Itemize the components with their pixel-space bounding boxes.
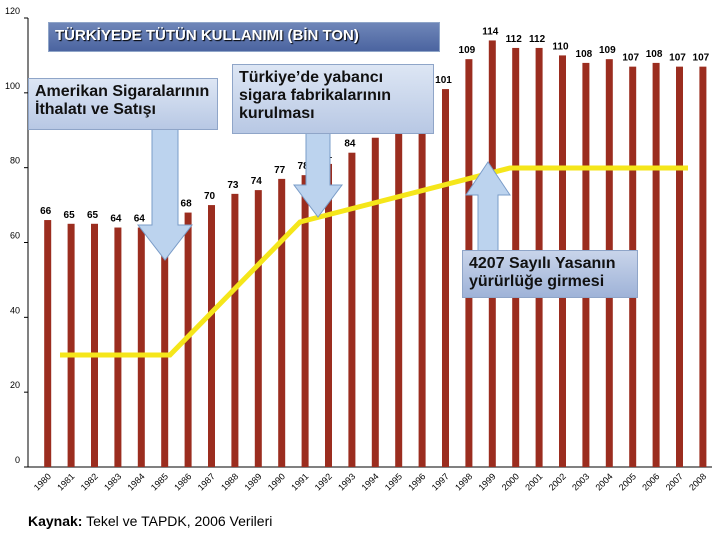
value-label: 108 xyxy=(576,49,593,60)
y-tick-label: 20 xyxy=(10,380,20,390)
x-tick-label: 1981 xyxy=(55,471,76,492)
y-tick-label: 0 xyxy=(15,455,20,465)
bar xyxy=(699,66,707,468)
x-tick-label: 1989 xyxy=(242,471,263,492)
x-tick-label: 1999 xyxy=(476,471,497,492)
bar xyxy=(325,163,332,468)
value-label: 101 xyxy=(435,75,452,86)
value-label: 109 xyxy=(459,45,476,56)
bar xyxy=(418,104,426,467)
bar xyxy=(395,119,403,468)
value-label: 110 xyxy=(552,41,569,52)
y-tick-label: 40 xyxy=(10,305,20,315)
value-label: 107 xyxy=(693,53,710,64)
bar xyxy=(208,205,215,468)
value-label: 107 xyxy=(669,53,686,64)
x-tick-label: 2006 xyxy=(640,471,661,492)
arrow xyxy=(136,124,194,261)
chart-title: TÜRKİYEDE TÜTÜN KULLANIMI (BİN TON) xyxy=(48,22,440,52)
value-label: 68 xyxy=(181,199,193,210)
bar xyxy=(442,89,449,467)
x-tick-label: 1983 xyxy=(102,471,123,492)
x-tick-label: 1995 xyxy=(383,471,404,492)
bar xyxy=(371,137,379,467)
x-tick-label: 2000 xyxy=(500,471,521,492)
value-label: 77 xyxy=(274,165,286,176)
y-tick-label: 100 xyxy=(5,81,20,91)
x-tick-label: 1986 xyxy=(172,471,193,492)
annotation: Türkiye’de yabancı sigara fabrikalarının… xyxy=(232,64,434,134)
bar xyxy=(231,193,239,467)
x-tick-label: 1993 xyxy=(336,471,357,492)
x-tick-label: 1996 xyxy=(406,471,427,492)
y-tick-label: 80 xyxy=(10,156,20,166)
x-tick-label: 1982 xyxy=(79,471,100,492)
value-label: 112 xyxy=(529,34,546,45)
y-tick-label: 60 xyxy=(10,231,20,241)
arrow xyxy=(293,124,343,218)
x-tick-label: 1992 xyxy=(313,471,334,492)
source-label: Kaynak: xyxy=(28,513,83,529)
x-tick-label: 1991 xyxy=(289,471,310,492)
bar xyxy=(44,220,52,467)
x-tick-label: 1985 xyxy=(149,471,170,492)
value-label: 112 xyxy=(506,34,523,45)
value-label: 78 xyxy=(298,161,310,172)
value-label: 70 xyxy=(204,191,216,202)
x-tick-label: 1994 xyxy=(359,471,380,492)
x-tick-label: 1990 xyxy=(266,471,287,492)
source: Kaynak: Tekel ve TAPDK, 2006 Verileri xyxy=(28,513,272,529)
value-label: 114 xyxy=(482,26,499,37)
value-label: 108 xyxy=(646,49,663,60)
value-label: 74 xyxy=(251,176,263,187)
trend-line xyxy=(60,165,688,358)
value-label: 66 xyxy=(40,206,52,217)
bar xyxy=(91,223,98,467)
value-label: 64 xyxy=(110,214,122,225)
y-tick-label: 120 xyxy=(5,6,20,16)
value-label: 65 xyxy=(64,210,76,221)
bar xyxy=(114,227,122,467)
bar xyxy=(137,227,145,467)
bar xyxy=(278,178,286,467)
x-tick-label: 1998 xyxy=(453,471,474,492)
value-label: 107 xyxy=(622,53,639,64)
x-tick-label: 2004 xyxy=(593,471,614,492)
bar xyxy=(676,66,683,468)
x-tick-label: 2008 xyxy=(687,471,708,492)
annotation: Amerikan Sigaralarının İthalatı ve Satış… xyxy=(28,78,218,130)
x-tick-label: 1988 xyxy=(219,471,240,492)
value-label: 84 xyxy=(344,139,356,150)
value-label: 73 xyxy=(227,180,239,191)
x-tick-label: 1987 xyxy=(196,471,217,492)
value-label: 65 xyxy=(87,210,99,221)
x-tick-label: 2001 xyxy=(523,471,544,492)
x-tick-label: 2003 xyxy=(570,471,591,492)
value-label: 64 xyxy=(134,214,146,225)
bar xyxy=(67,223,75,467)
x-tick-label: 1980 xyxy=(32,471,53,492)
bar xyxy=(254,190,262,467)
bar xyxy=(652,62,660,468)
bar xyxy=(301,175,309,467)
x-tick-label: 1997 xyxy=(430,471,451,492)
x-tick-label: 2007 xyxy=(664,471,685,492)
x-tick-label: 1984 xyxy=(125,471,146,492)
x-tick-label: 2005 xyxy=(617,471,638,492)
bar xyxy=(348,152,356,467)
source-text: Tekel ve TAPDK, 2006 Verileri xyxy=(86,513,273,529)
value-label: 109 xyxy=(599,45,616,56)
bar xyxy=(161,223,169,467)
x-tick-label: 2002 xyxy=(547,471,568,492)
annotation: 4207 Sayılı Yasanın yürürlüğe girmesi xyxy=(462,250,638,298)
